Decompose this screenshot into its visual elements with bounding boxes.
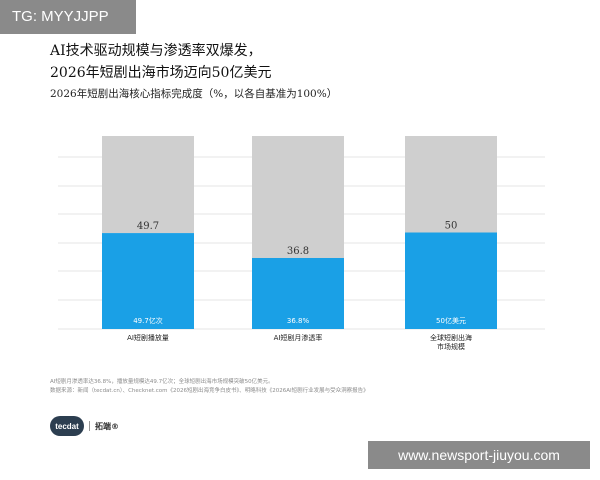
bar-value-label-2: 50 xyxy=(445,221,458,232)
bar-value-label-0: 49.7 xyxy=(137,221,159,232)
category-label-2-1: 市场规模 xyxy=(437,342,465,351)
category-label-0: AI短剧播放量 xyxy=(127,333,169,342)
bar-inner-label-1: 36.8% xyxy=(287,317,310,325)
bar-remainder-1 xyxy=(252,136,344,258)
bar-inner-label-2: 50亿美元 xyxy=(436,316,466,325)
chart-subtitle: 2026年短剧出海核心指标完成度（%，以各自基准为100%） xyxy=(50,88,338,100)
tecdat-logo: tecdat xyxy=(50,416,84,436)
category-label-1: AI短剧月渗透率 xyxy=(274,333,323,342)
bar-inner-label-0: 49.7亿次 xyxy=(133,316,163,325)
footnote-source: 数据来源：新闻（tecdat.cn）、Checknet.com《2026短剧出海… xyxy=(50,388,369,394)
bar-value-2 xyxy=(405,232,497,329)
brand-divider xyxy=(89,421,90,431)
bar-remainder-2 xyxy=(405,136,497,233)
brand-footer: tecdat 拓端® xyxy=(50,416,119,436)
bar-value-label-1: 36.8 xyxy=(287,246,309,257)
chart-title-line-2: 2026年短剧出海市场迈向50亿美元 xyxy=(50,65,272,81)
tg-badge: TG: MYYJJPP xyxy=(0,0,136,34)
bar-remainder-0 xyxy=(102,136,194,234)
chart-title-line-1: AI技术驱动规模与渗透率双爆发， xyxy=(50,43,262,59)
bar-value-1 xyxy=(252,257,344,329)
chart-title: AI技术驱动规模与渗透率双爆发， 2026年短剧出海市场迈向50亿美元 xyxy=(50,40,271,84)
footnote-summary: AI短剧月渗透率达36.8%，播放量规模达49.7亿次；全球短剧出海市场规模突破… xyxy=(50,379,274,385)
bar-value-0 xyxy=(102,233,194,329)
brand-name: 拓端® xyxy=(95,421,119,431)
category-label-2-0: 全球短剧出海 xyxy=(430,333,472,342)
watermark-url: www.newsport-jiuyou.com xyxy=(368,441,590,469)
